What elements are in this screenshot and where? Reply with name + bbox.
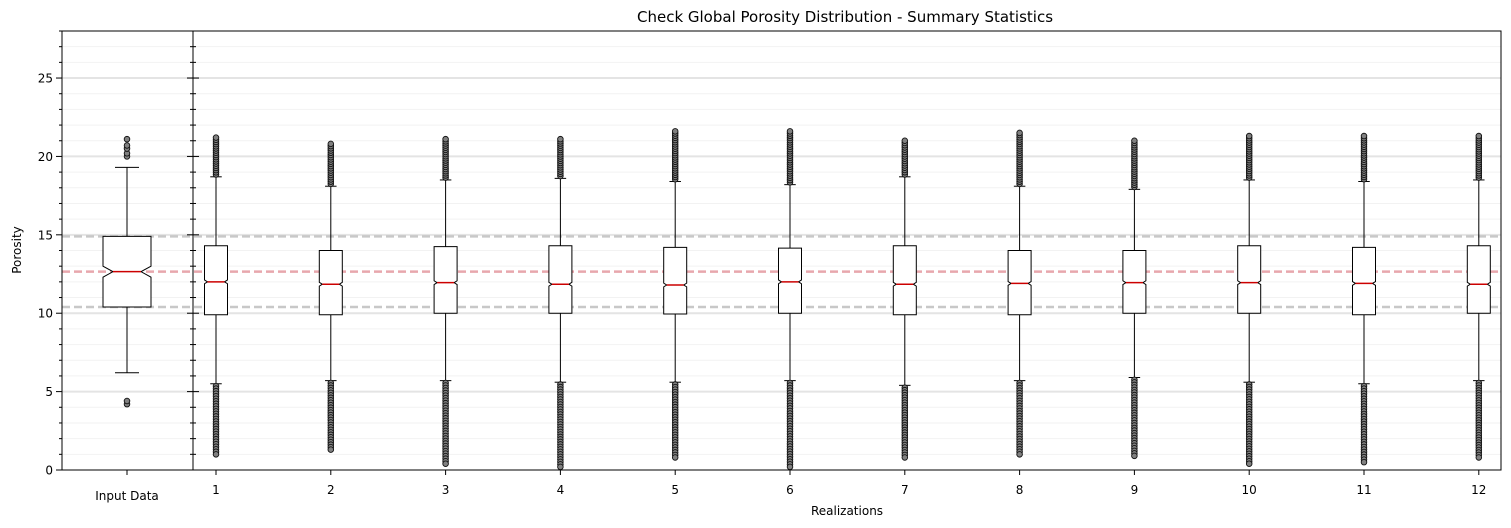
x-tick-label: 7: [901, 483, 909, 497]
box-body: [1007, 250, 1032, 316]
flier-point: [671, 128, 679, 135]
flier-point: [1475, 132, 1483, 140]
x-tick-label: 8: [1016, 483, 1024, 497]
flier-point: [1131, 452, 1138, 460]
x-tick-label: 9: [1131, 483, 1139, 497]
realization-box-4: [548, 135, 573, 471]
flier-point: [557, 463, 564, 471]
realization-box-7: [892, 137, 917, 461]
input-data-label: Input Data: [95, 489, 159, 503]
y-tick-label: 20: [38, 150, 53, 164]
flier-point: [1245, 132, 1253, 140]
y-tick-label: 5: [45, 385, 53, 399]
flier-point: [212, 134, 220, 141]
y-tick-label: 10: [38, 307, 53, 321]
x-tick-label: 5: [671, 483, 679, 497]
flier-point: [786, 128, 794, 135]
flier-point: [442, 460, 449, 467]
flier-point: [1475, 454, 1483, 461]
flier-point: [901, 137, 909, 144]
flier-point: [123, 135, 131, 143]
y-tick-label: 15: [38, 228, 53, 242]
box-body: [548, 245, 573, 314]
realization-box-3: [433, 135, 458, 467]
flier-point: [442, 135, 449, 143]
flier-point: [901, 454, 909, 461]
flier-point: [212, 451, 220, 458]
x-tick-label: 11: [1356, 483, 1371, 497]
box-body: [1352, 246, 1376, 316]
y-axis-label: Porosity: [10, 226, 24, 274]
y-tick-label: 0: [45, 464, 53, 478]
flier-point: [557, 135, 564, 143]
realization-box-5: [663, 128, 688, 461]
x-tick-label: 1: [212, 483, 220, 497]
flier-point: [327, 140, 335, 148]
box-body: [1466, 245, 1491, 314]
realization-box-1: [204, 134, 228, 458]
flier-point: [1360, 132, 1368, 140]
realization-box-6: [778, 128, 802, 471]
x-tick-label: 12: [1471, 483, 1486, 497]
realization-box-11: [1352, 132, 1376, 466]
realization-box-2: [318, 140, 343, 453]
x-tick-label: 4: [557, 483, 565, 497]
flier-point: [1245, 460, 1253, 467]
input-data-box: [102, 135, 152, 408]
flier-point: [671, 454, 679, 461]
realization-box-9: [1122, 137, 1147, 460]
realization-box-10: [1237, 132, 1262, 467]
x-tick-label: 6: [786, 483, 794, 497]
chart-title: Check Global Porosity Distribution - Sum…: [637, 8, 1053, 26]
x-tick-label: 10: [1242, 483, 1257, 497]
box-body: [433, 246, 458, 314]
realization-box-8: [1007, 129, 1032, 458]
x-tick-label: 3: [442, 483, 450, 497]
box-body: [1122, 250, 1147, 314]
flier-point: [786, 463, 794, 471]
realization-box-12: [1466, 132, 1491, 461]
x-tick-label: 2: [327, 483, 335, 497]
box-body: [318, 250, 343, 316]
y-tick-label: 25: [38, 72, 53, 86]
x-axis-label: Realizations: [811, 504, 883, 518]
flier-point: [1016, 129, 1023, 137]
flier-point: [1016, 451, 1023, 458]
flier-point: [123, 142, 131, 149]
flier-point: [123, 397, 131, 405]
box-body: [778, 247, 802, 314]
box-body: [663, 246, 688, 315]
flier-point: [327, 446, 335, 453]
box-body: [1237, 245, 1262, 314]
flier-point: [1360, 458, 1368, 466]
box-body: [204, 245, 228, 316]
flier-point: [1131, 137, 1138, 144]
box-body: [892, 245, 917, 316]
